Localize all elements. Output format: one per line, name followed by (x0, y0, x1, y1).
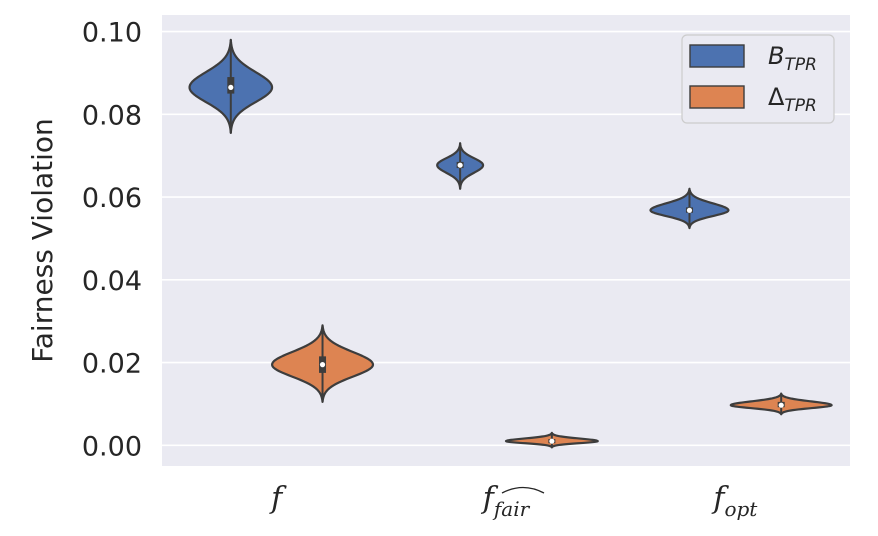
legend-label: ΔTPR (768, 83, 817, 116)
x-tick-label: f (269, 481, 287, 516)
violin-median-point (228, 84, 234, 91)
y-tick-label: 0.00 (82, 431, 142, 462)
violin-median-point (549, 438, 555, 444)
violin-median-point (686, 207, 693, 213)
legend-label: BTPR (768, 42, 817, 75)
legend: BTPR ΔTPR (681, 34, 835, 124)
violin-median-point (457, 162, 463, 168)
x-tick-label: fopt (711, 481, 758, 521)
violin-median-point (778, 402, 784, 408)
y-tick-labels: 0.00 0.02 0.04 0.06 0.08 0.10 (82, 18, 142, 463)
y-tick-label: 0.06 (82, 183, 142, 214)
y-axis-label: Fairness Violation (26, 118, 59, 363)
violins (188, 38, 833, 449)
y-tick-label: 0.08 (82, 100, 142, 131)
legend-swatch (689, 85, 745, 109)
y-tick-label: 0.04 (82, 266, 142, 297)
x-tick-labels: f ffair fopt (269, 481, 758, 521)
violin-median-point (319, 362, 326, 368)
legend-swatch (689, 44, 745, 68)
y-tick-label: 0.02 (82, 349, 142, 380)
y-tick-label: 0.10 (82, 18, 142, 49)
hat-accent (501, 486, 545, 494)
